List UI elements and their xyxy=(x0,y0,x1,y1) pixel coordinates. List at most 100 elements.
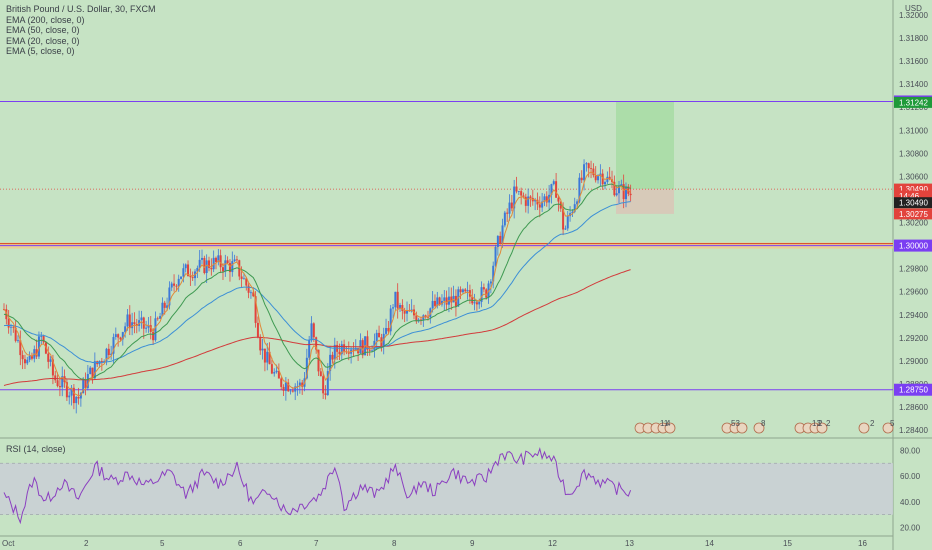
event-count-label: 2 xyxy=(826,419,831,428)
candle-body xyxy=(564,228,567,230)
rsi-tick-label: 40.00 xyxy=(900,498,921,507)
target-zone[interactable] xyxy=(616,101,674,190)
candle-body xyxy=(142,317,145,329)
candle-body xyxy=(40,336,43,337)
candle-body xyxy=(331,354,334,360)
candle-body xyxy=(545,196,548,203)
stop-zone[interactable] xyxy=(616,189,674,214)
candle-body xyxy=(149,325,152,332)
event-count-label: 5 xyxy=(890,419,895,428)
candle-body xyxy=(618,186,621,194)
indicator-ema20[interactable]: EMA (20, close, 0) xyxy=(6,35,80,46)
candle-body xyxy=(399,305,402,309)
candle-body xyxy=(9,326,12,328)
candle-body xyxy=(329,354,332,372)
candle-body xyxy=(140,317,143,321)
candle-body xyxy=(517,191,520,192)
price-tag[interactable] xyxy=(894,197,932,209)
candle-body xyxy=(86,374,89,389)
candle-body xyxy=(145,327,148,329)
event-count-label: 8 xyxy=(761,419,766,428)
candle-body xyxy=(270,364,273,374)
candle-body xyxy=(450,296,453,303)
candle-body xyxy=(475,302,478,305)
candle-body xyxy=(629,193,632,196)
price-tag[interactable] xyxy=(894,208,932,220)
candle-body xyxy=(198,259,201,268)
rsi-tick-label: 20.00 xyxy=(900,524,921,533)
candle-body xyxy=(49,359,52,362)
price-tag[interactable] xyxy=(894,190,932,202)
level-price-tag[interactable] xyxy=(894,239,932,252)
candle-body xyxy=(68,395,71,398)
candle-body xyxy=(91,367,94,379)
candle-body xyxy=(385,328,388,334)
ema-50-line xyxy=(3,201,631,364)
price-tag[interactable] xyxy=(894,183,932,195)
candle-body xyxy=(277,370,280,379)
candle-body xyxy=(296,386,299,387)
candle-body xyxy=(315,337,318,350)
rsi-indicator-label[interactable]: RSI (14, close) xyxy=(6,444,66,454)
candle-body xyxy=(191,277,194,279)
candle-body xyxy=(273,372,276,374)
price-axis-currency: USD xyxy=(905,4,922,13)
candle-body xyxy=(294,386,297,392)
price-tag[interactable] xyxy=(894,96,932,108)
candle-body xyxy=(177,278,180,287)
candle-body xyxy=(7,319,10,328)
time-tick-label: 9 xyxy=(470,539,475,548)
economic-event-icon[interactable] xyxy=(858,422,870,434)
candle-body xyxy=(54,375,57,381)
candle-body xyxy=(280,378,283,387)
candle-body xyxy=(319,371,322,377)
time-tick-label: 15 xyxy=(783,539,792,548)
candle-body xyxy=(473,302,476,304)
candle-body xyxy=(201,257,204,260)
candle-body xyxy=(242,278,245,280)
candle-body xyxy=(121,332,124,340)
candle-body xyxy=(620,184,623,187)
economic-event-icon[interactable] xyxy=(664,422,676,434)
indicator-ema200[interactable]: EMA (200, close, 0) xyxy=(6,14,85,25)
economic-event-icon[interactable] xyxy=(882,422,894,434)
price-tag-text: 14:46 xyxy=(899,192,920,201)
economic-event-icon[interactable] xyxy=(736,422,748,434)
candle-body xyxy=(175,285,178,287)
candle-body xyxy=(240,276,243,279)
candle-body xyxy=(466,290,469,292)
candle-body xyxy=(520,191,523,196)
price-tick-label: 1.32000 xyxy=(899,11,928,20)
candle-body xyxy=(159,316,162,319)
economic-event-icon[interactable] xyxy=(753,422,765,434)
indicator-ema50[interactable]: EMA (50, close, 0) xyxy=(6,25,80,35)
candle-body xyxy=(459,289,462,293)
candle-body xyxy=(291,390,294,392)
candle-body xyxy=(583,164,586,181)
candle-body xyxy=(592,168,595,176)
candle-body xyxy=(394,291,397,308)
level-price-tag[interactable] xyxy=(894,383,932,396)
candle-body xyxy=(261,348,264,351)
candle-body xyxy=(72,387,75,404)
candle-body xyxy=(361,340,364,356)
candle-body xyxy=(527,196,530,206)
candle-body xyxy=(119,337,122,340)
candle-body xyxy=(464,289,467,292)
candle-body xyxy=(429,308,432,318)
candle-body xyxy=(228,263,231,273)
indicator-ema5[interactable]: EMA (5, close, 0) xyxy=(6,46,75,56)
time-tick-label: 13 xyxy=(625,539,634,548)
candle-body xyxy=(312,323,315,338)
candle-body xyxy=(403,310,406,314)
candle-body xyxy=(594,175,597,181)
candle-body xyxy=(310,323,313,341)
candle-body xyxy=(84,379,87,389)
time-tick-label: 16 xyxy=(858,539,867,548)
price-tick-label: 1.29200 xyxy=(899,334,928,343)
candle-body xyxy=(401,305,404,311)
economic-event-icon[interactable] xyxy=(816,422,828,434)
candle-body xyxy=(587,163,590,169)
